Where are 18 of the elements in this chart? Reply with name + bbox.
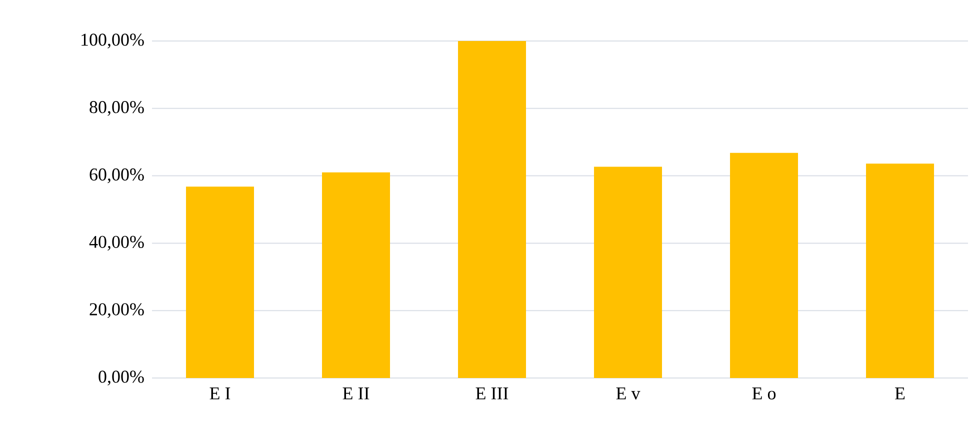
bar — [594, 166, 662, 378]
x-tick-label: E I — [210, 388, 230, 400]
x-tick-label: E o — [752, 388, 776, 400]
x-tick-label: E III — [476, 388, 508, 400]
bar — [186, 186, 254, 378]
bar — [458, 40, 526, 378]
y-tick-label: 60,00% — [90, 168, 144, 184]
x-tick-label: E II — [342, 388, 370, 400]
y-tick-label: 100,00% — [82, 34, 144, 48]
y-tick-label: 40,00% — [89, 236, 144, 251]
bar — [730, 152, 798, 378]
bar — [866, 164, 934, 378]
bar — [322, 172, 390, 378]
x-tick-label: E v — [616, 388, 640, 400]
y-tick-label: 80,00% — [90, 101, 144, 116]
x-tick-label: E — [895, 388, 905, 400]
y-tick-label: 20,00% — [90, 303, 144, 318]
y-tick-label: 0,00% — [98, 370, 144, 386]
